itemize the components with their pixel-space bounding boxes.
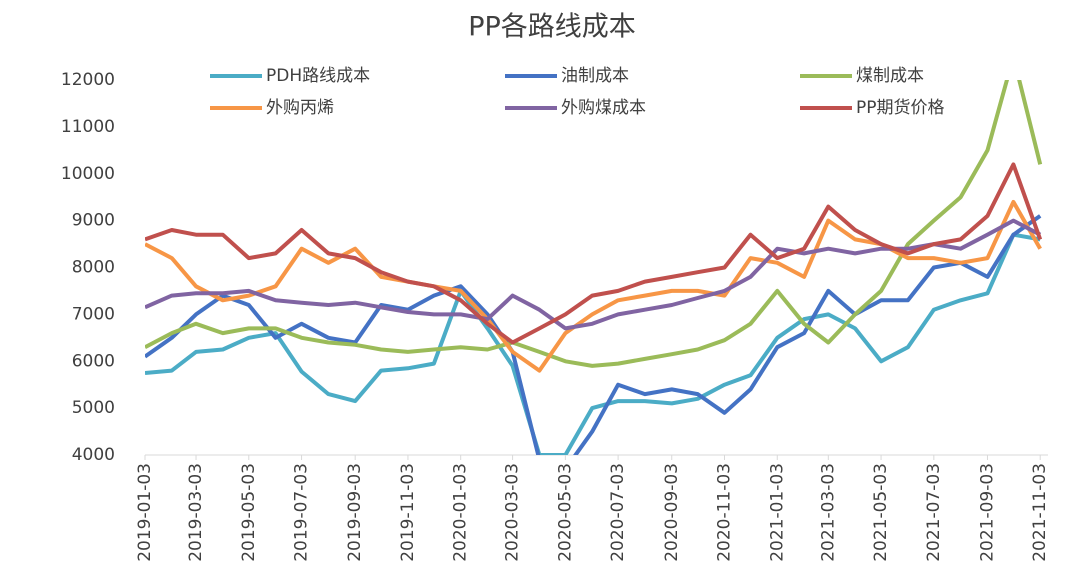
legend-label: PP期货价格	[856, 98, 945, 118]
legend-label: PDH路线成本	[266, 66, 370, 86]
series-group	[145, 80, 1043, 455]
x-tick-label: 2020-11-03	[715, 463, 735, 562]
x-tick-label: 2019-09-03	[345, 463, 365, 562]
legend-label: 外购丙烯	[266, 98, 334, 118]
y-tick-label: 7000	[72, 304, 115, 324]
x-tick-label: 2021-01-03	[767, 463, 787, 562]
y-tick-label: 10000	[61, 164, 115, 184]
x-tick-label: 2021-09-03	[977, 463, 997, 562]
x-tick-label: 2019-05-03	[239, 463, 259, 562]
series-line	[145, 232, 1041, 455]
x-tick-label: 2021-07-03	[924, 463, 944, 562]
series-line	[145, 80, 1043, 368]
x-tick-label: 2020-03-03	[503, 463, 523, 562]
x-tick-label: 2021-11-03	[1030, 463, 1050, 562]
y-tick-label: 4000	[72, 445, 115, 465]
legend-label: 煤制成本	[856, 66, 924, 86]
y-tick-label: 12000	[61, 70, 115, 90]
x-tick-label: 2019-11-03	[398, 463, 418, 562]
y-tick-label: 9000	[72, 211, 115, 231]
series-line	[145, 162, 1043, 345]
y-tick-label: 8000	[72, 258, 115, 278]
x-tick-label: 2019-01-03	[135, 463, 155, 562]
x-tick-label: 2020-05-03	[555, 463, 575, 562]
legend-label: 油制成本	[561, 66, 629, 86]
x-tick-label: 2019-07-03	[292, 463, 312, 562]
chart-title: PP各路线成本	[468, 12, 636, 43]
series-line	[145, 199, 1042, 373]
x-tick-label: 2020-01-03	[451, 463, 471, 562]
y-tick-label: 11000	[61, 117, 115, 137]
x-tick-label: 2021-03-03	[818, 463, 838, 562]
y-tick-label: 6000	[72, 351, 115, 371]
x-tick-label: 2019-03-03	[186, 463, 206, 562]
series-line	[145, 214, 1042, 455]
y-tick-label: 5000	[72, 398, 115, 418]
x-tick-label: 2020-09-03	[662, 463, 682, 562]
x-tick-label: 2020-07-03	[608, 463, 628, 562]
x-tick-label: 2021-05-03	[871, 463, 891, 562]
legend-label: 外购煤成本	[561, 98, 646, 118]
